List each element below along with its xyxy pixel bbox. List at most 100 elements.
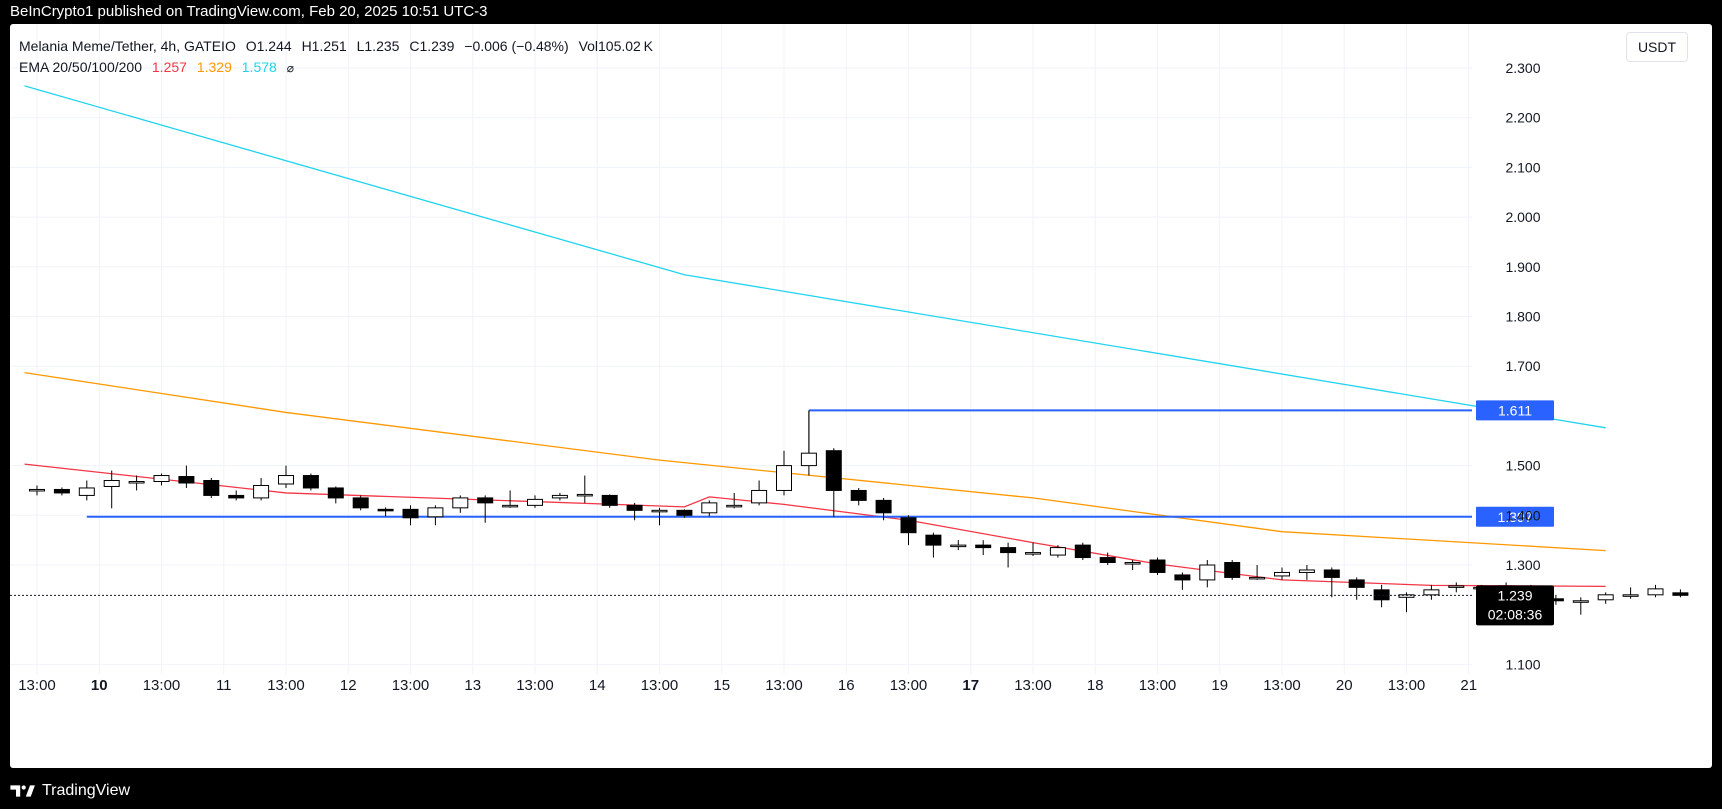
time-tick-label: 13:00: [641, 677, 679, 694]
time-tick-label: 16: [838, 677, 855, 694]
close-value: C1.239: [409, 38, 455, 54]
candle-body: [676, 509, 693, 516]
candle-body: [651, 509, 668, 513]
price-tick-label: 1.500: [1505, 458, 1540, 474]
ema-indicator-label[interactable]: EMA 20/50/100/200: [19, 59, 142, 75]
time-tick-label: 13: [464, 677, 481, 694]
ema200-hidden-icon[interactable]: ⌀: [286, 61, 294, 75]
candle-body: [352, 497, 369, 509]
candle-body: [900, 517, 917, 534]
candle-body: [825, 450, 842, 491]
price-tick-label: 2.000: [1505, 209, 1540, 225]
ema-row: EMA 20/50/100/200 1.257 1.329 1.578 ⌀: [19, 57, 659, 79]
time-axis: 13:00 10 13:00 11 13:00 12 13:00 13 13:00 14 13:00…: [18, 677, 1477, 694]
candle-body: [1647, 588, 1664, 596]
candle-body: [29, 488, 45, 492]
time-tick-label: 13:00: [392, 677, 430, 694]
last-price-label: 1.239: [1497, 587, 1532, 603]
candle-body: [1298, 569, 1315, 573]
time-tick-label: 13:00: [1139, 677, 1177, 694]
candle-body: [1348, 579, 1365, 588]
candle-body: [527, 498, 543, 506]
level-label-bg: [1476, 400, 1554, 421]
time-tick-label: 13:00: [516, 677, 554, 694]
candle-body: [477, 497, 494, 504]
volume-value: Vol105.02 K: [578, 38, 653, 54]
candle-body: [726, 504, 743, 508]
candle-body: [302, 475, 319, 489]
candle-body: [1199, 564, 1216, 581]
candle-body: [950, 544, 967, 548]
candle-body: [377, 508, 394, 512]
candle-body: [1174, 574, 1191, 581]
time-tick-label: 12: [340, 677, 357, 694]
ema50-line: [24, 372, 1606, 552]
candle-body: [402, 508, 419, 519]
candle-body: [228, 494, 245, 499]
time-tick-label: 14: [589, 677, 606, 694]
currency-button[interactable]: USDT: [1626, 32, 1688, 62]
tradingview-logo-icon: [10, 785, 35, 797]
ema100-line: [24, 85, 1606, 429]
price-tick-label: 1.700: [1505, 358, 1540, 374]
ema50-value: 1.329: [196, 59, 232, 75]
countdown-label: 02:08:36: [1488, 606, 1543, 622]
candle-body: [1622, 594, 1639, 597]
candle-body: [502, 504, 519, 508]
candle-body: [103, 480, 120, 487]
ohlc-row: Melania Meme/Tether, 4h, GATEIO O1.244 H…: [19, 36, 659, 57]
candle-body: [925, 534, 942, 546]
footer-brand[interactable]: TradingView: [10, 782, 130, 800]
time-tick-label: 13:00: [18, 677, 56, 694]
low-value: L1.235: [356, 38, 400, 54]
change-value: −0.006 (−0.48%): [464, 38, 569, 54]
candle-body: [1049, 547, 1066, 556]
time-tick-label: 20: [1336, 677, 1353, 694]
symbol-title[interactable]: Melania Meme/Tether, 4h, GATEIO: [19, 38, 236, 54]
time-tick-label: 15: [713, 677, 730, 694]
candle-body: [452, 497, 469, 509]
publish-caption: BeInCrypto1 published on TradingView.com…: [10, 3, 488, 20]
price-tick-label: 2.100: [1505, 159, 1540, 175]
candle-body: [178, 476, 195, 484]
candle-body: [253, 484, 270, 499]
candles: [29, 410, 1689, 615]
candle-body: [701, 502, 718, 514]
price-tick-label: 2.300: [1505, 60, 1540, 76]
candle-body: [278, 475, 294, 485]
candle-body: [53, 488, 70, 494]
level-label-bg: [1476, 506, 1554, 527]
candle-body: [78, 487, 95, 496]
candle-body: [1074, 544, 1091, 559]
candle-body: [1274, 571, 1290, 577]
candle-body: [153, 475, 170, 483]
candle-body: [850, 489, 867, 501]
candle-body: [1597, 594, 1614, 601]
price-chart[interactable]: 1.611 1.397 1.239 02:08:36 1.100 1.300 1.400…: [10, 24, 1712, 768]
candle-body: [1025, 552, 1041, 555]
tradingview-brand: TradingView: [42, 782, 131, 799]
chart-legend: Melania Meme/Tether, 4h, GATEIO O1.244 H…: [19, 36, 659, 79]
time-tick-label: 13:00: [1263, 677, 1301, 694]
level-lines: 1.611 1.397: [86, 400, 1554, 527]
time-tick-label: 10: [91, 677, 108, 694]
candle-body: [1249, 576, 1266, 580]
grid-lines: [10, 24, 1472, 674]
candle-body: [1224, 562, 1241, 578]
candle-body: [203, 480, 220, 496]
candle-body: [1149, 559, 1166, 573]
candle-body: [1572, 600, 1589, 603]
chart-panel[interactable]: 1.611 1.397 1.239 02:08:36 1.100 1.300 1.400…: [10, 24, 1712, 768]
time-tick-label: 19: [1211, 677, 1228, 694]
time-tick-label: 13:00: [1014, 677, 1052, 694]
candle-body: [975, 544, 992, 549]
candle-body: [327, 487, 344, 499]
last-price-line: 1.239 02:08:36: [10, 585, 1554, 626]
time-tick-label: 13:00: [143, 677, 181, 694]
candle-body: [800, 452, 817, 467]
price-tick-label: 1.900: [1505, 259, 1540, 275]
time-tick-label: 18: [1087, 677, 1104, 694]
time-tick-label: 13:00: [1388, 677, 1426, 694]
ema100-value: 1.578: [241, 59, 277, 75]
candle-body: [1000, 547, 1017, 554]
